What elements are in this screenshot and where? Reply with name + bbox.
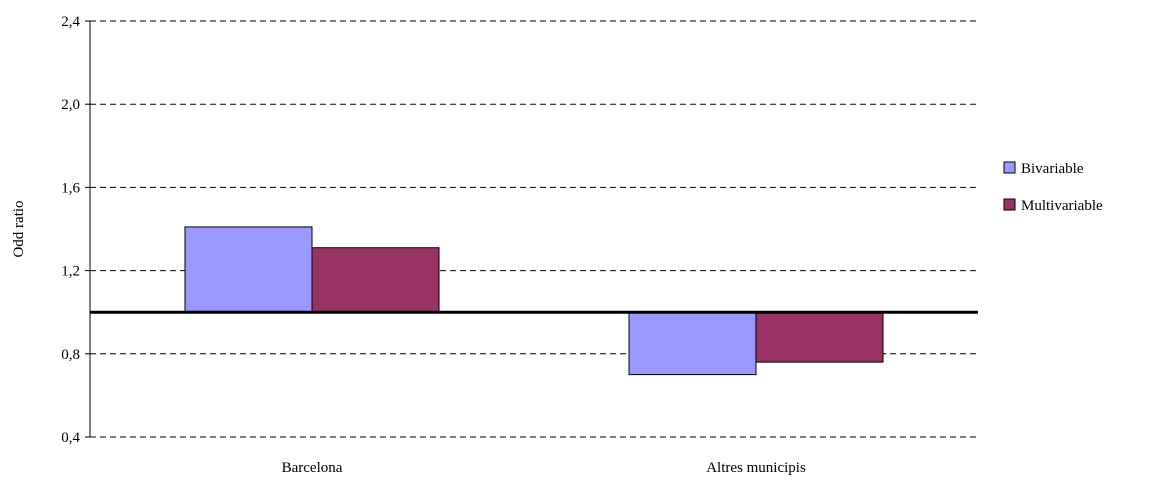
bars <box>184 226 884 376</box>
y-tick-label: 0,4 <box>61 430 80 446</box>
legend-swatch-multivariable <box>1003 198 1016 211</box>
bar-bivariable-1 <box>184 226 313 313</box>
category-labels: Barcelona Altres municipis <box>282 460 806 476</box>
bar-multivariable-2 <box>755 311 884 363</box>
legend: Bivariable Multivariable <box>1003 161 1103 214</box>
bar-bivariable-2 <box>628 311 757 376</box>
y-tick-label: 1,6 <box>61 180 80 196</box>
y-tick-label: 0,8 <box>61 347 80 363</box>
x-category-label: Altres municipis <box>706 460 806 476</box>
bar-multivariable-1 <box>311 247 440 313</box>
y-ticks: 0,4 0,8 1,2 1,6 2,0 2,4 <box>61 14 90 446</box>
legend-label-bivariable: Bivariable <box>1021 161 1084 177</box>
y-tick-label: 2,0 <box>61 97 80 113</box>
legend-label-multivariable: Multivariable <box>1021 198 1103 214</box>
legend-swatch-bivariable <box>1003 161 1016 174</box>
y-tick-label: 2,4 <box>61 14 80 30</box>
y-axis-label: Odd ratio <box>11 200 27 257</box>
y-tick-label: 1,2 <box>61 264 80 280</box>
x-category-label: Barcelona <box>282 460 343 476</box>
